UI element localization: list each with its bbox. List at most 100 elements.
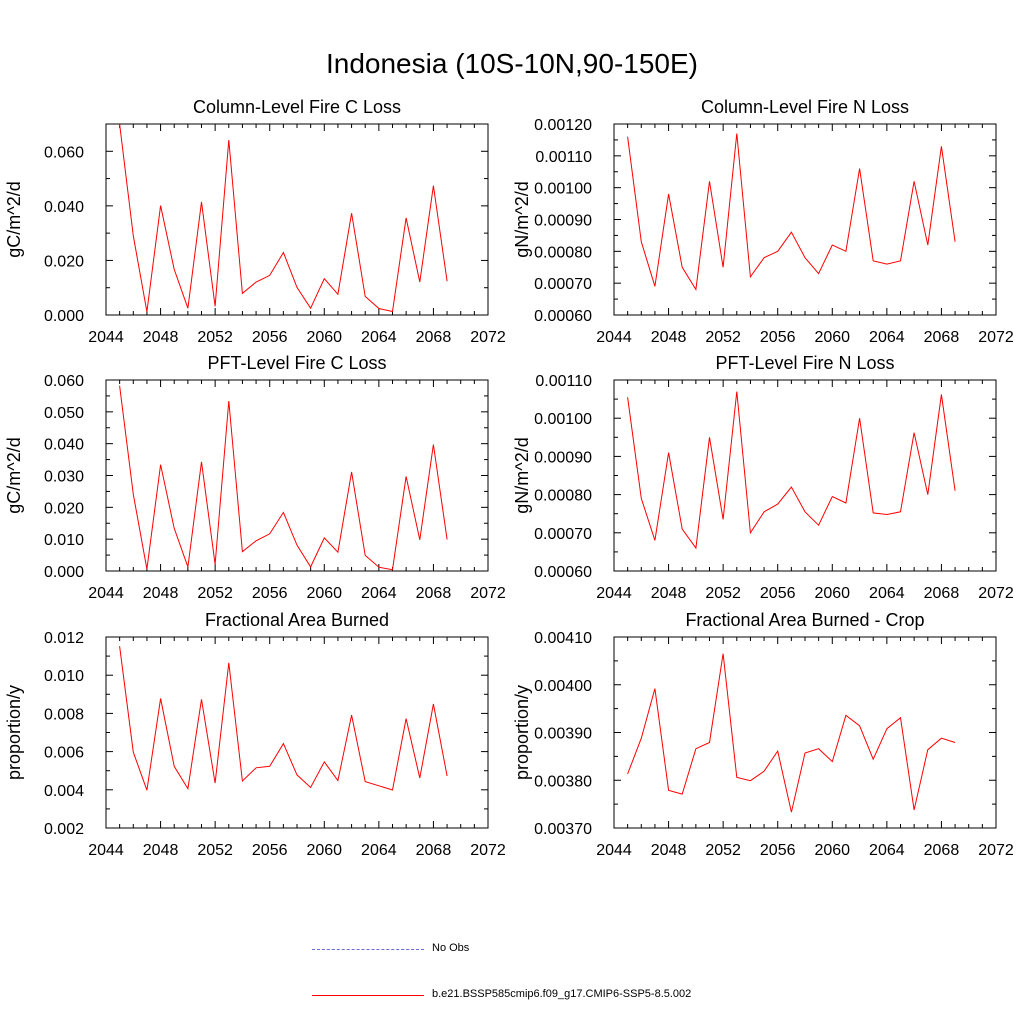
y-tick-label: 0.060 (44, 144, 84, 161)
y-tick-label: 0.00070 (534, 276, 592, 293)
y-tick-label: 0.040 (44, 199, 84, 216)
y-tick-label: 0.020 (44, 500, 84, 517)
x-tick-label: 2068 (416, 585, 452, 602)
y-tick-label: 0.040 (44, 437, 84, 454)
x-tick-label: 2056 (252, 329, 288, 346)
y-tick-label: 0.00370 (534, 821, 592, 838)
legend-label-obs: No Obs (432, 942, 470, 954)
chart-title: Fractional Area Burned (205, 610, 389, 630)
x-tick-label: 2064 (361, 329, 397, 346)
y-tick-label: 0.000 (44, 308, 84, 325)
series-line (119, 123, 448, 313)
y-tick-label: 0.012 (44, 630, 84, 647)
x-tick-label: 2048 (651, 329, 687, 346)
y-tick-label: 0.00100 (534, 181, 592, 198)
x-tick-label: 2044 (88, 842, 124, 859)
x-tick-label: 2052 (197, 842, 233, 859)
chart-panel: Fractional Area Burned proportion/y 2044 20… (4, 610, 506, 859)
chart-title: PFT-Level Fire C Loss (207, 353, 386, 373)
y-tick-label: 0.010 (44, 668, 84, 685)
chart-panel: PFT-Level Fire N Loss gN/m^2/d 2044 2048 205… (512, 353, 1014, 602)
legend-label-model: b.e21.BSSP585cmip6.f09_g17.CMIP6-SSP5-8.… (432, 988, 692, 1000)
x-tick-label: 2068 (924, 329, 960, 346)
chart-title: Column-Level Fire N Loss (701, 97, 909, 117)
x-tick-label: 2044 (596, 585, 632, 602)
x-tick-label: 2072 (978, 585, 1014, 602)
series-line (627, 391, 956, 550)
plot-frame (105, 636, 489, 829)
x-tick-label: 2068 (924, 585, 960, 602)
x-tick-label: 2052 (705, 585, 741, 602)
x-tick-label: 2056 (760, 329, 796, 346)
y-tick-label: 0.00060 (534, 308, 592, 325)
x-tick-label: 2044 (596, 329, 632, 346)
x-tick-label: 2060 (306, 585, 342, 602)
chart-title: PFT-Level Fire N Loss (715, 353, 894, 373)
y-tick-label: 0.002 (44, 821, 84, 838)
x-tick-label: 2060 (814, 585, 850, 602)
figure-title: Indonesia (10S-10N,90-150E) (325, 48, 698, 79)
x-tick-label: 2064 (869, 329, 905, 346)
y-tick-label: 0.00080 (534, 244, 592, 261)
series-line (119, 646, 448, 791)
plot-frame (613, 636, 997, 829)
x-tick-label: 2068 (416, 329, 452, 346)
x-tick-label: 2072 (470, 585, 506, 602)
legend-swatch-solid (312, 995, 424, 996)
chart-panel: Column-Level Fire C Loss gC/m^2/d 2044 2048… (4, 97, 506, 346)
y-axis-label: proportion/y (4, 685, 24, 780)
x-tick-label: 2060 (814, 329, 850, 346)
series-line (627, 133, 956, 291)
x-tick-label: 2048 (143, 329, 179, 346)
y-tick-label: 0.00410 (534, 630, 592, 647)
chart-panel: Column-Level Fire N Loss gN/m^2/d 2044 2048… (512, 97, 1014, 346)
x-tick-label: 2052 (705, 329, 741, 346)
x-tick-label: 2068 (416, 842, 452, 859)
legend-swatch-dashed (312, 949, 424, 950)
x-tick-label: 2072 (978, 329, 1014, 346)
x-tick-label: 2056 (252, 842, 288, 859)
chart-title: Fractional Area Burned - Crop (685, 610, 924, 630)
y-tick-label: 0.000 (44, 564, 84, 581)
x-tick-label: 2056 (252, 585, 288, 602)
y-tick-label: 0.060 (44, 373, 84, 390)
y-axis-label: gC/m^2/d (4, 181, 24, 257)
y-tick-label: 0.004 (44, 783, 84, 800)
x-tick-label: 2052 (705, 842, 741, 859)
chart-panel: Fractional Area Burned - Crop proportion/… (512, 610, 1014, 859)
x-tick-label: 2064 (361, 842, 397, 859)
y-tick-label: 0.010 (44, 532, 84, 549)
y-tick-label: 0.00080 (534, 488, 592, 505)
x-tick-label: 2044 (596, 842, 632, 859)
y-axis-label: gN/m^2/d (512, 437, 532, 513)
x-tick-label: 2048 (143, 842, 179, 859)
legend-entry-obs: No Obs (312, 940, 1012, 960)
x-tick-label: 2060 (814, 842, 850, 859)
y-axis-label: gN/m^2/d (512, 181, 532, 257)
x-tick-label: 2056 (760, 585, 796, 602)
chart-panel: PFT-Level Fire C Loss gC/m^2/d 2044 2048 205… (4, 353, 506, 602)
x-tick-label: 2064 (869, 842, 905, 859)
y-tick-label: 0.00090 (534, 449, 592, 466)
y-tick-label: 0.006 (44, 745, 84, 762)
x-tick-label: 2060 (306, 842, 342, 859)
x-tick-label: 2048 (651, 585, 687, 602)
legend-entry-model: b.e21.BSSP585cmip6.f09_g17.CMIP6-SSP5-8.… (312, 986, 1012, 1006)
x-tick-label: 2064 (361, 585, 397, 602)
series-line (119, 385, 448, 571)
y-axis-label: proportion/y (512, 685, 532, 780)
x-tick-label: 2052 (197, 329, 233, 346)
chart-title: Column-Level Fire C Loss (193, 97, 401, 117)
y-tick-label: 0.030 (44, 469, 84, 486)
plot-frame (613, 123, 997, 316)
y-tick-label: 0.00100 (534, 411, 592, 428)
x-tick-label: 2072 (978, 842, 1014, 859)
y-tick-label: 0.00090 (534, 213, 592, 230)
plot-frame (613, 379, 997, 572)
x-tick-label: 2064 (869, 585, 905, 602)
x-tick-label: 2048 (651, 842, 687, 859)
y-tick-label: 0.00380 (534, 773, 592, 790)
series-line (627, 653, 956, 813)
y-tick-label: 0.00070 (534, 526, 592, 543)
